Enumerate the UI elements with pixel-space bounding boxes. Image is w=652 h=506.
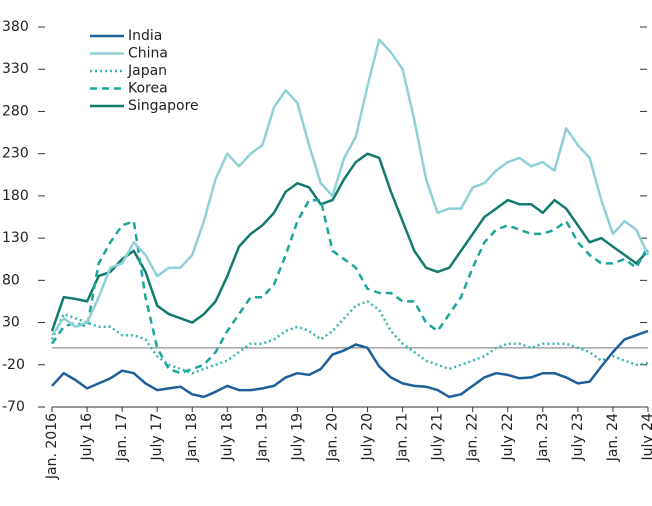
x-tick-label: July 22 [500, 413, 516, 461]
legend-label: India [128, 28, 162, 44]
series-line [51, 329, 649, 399]
x-tick-label: Jan. 17 [114, 413, 130, 462]
legend-label: China [128, 46, 168, 62]
x-tick-label: July 16 [79, 413, 95, 462]
y-tick-label: 230 [2, 146, 29, 162]
legend-label: Singapore [128, 98, 199, 114]
x-tick-label: Jan. 21 [395, 413, 411, 462]
y-tick-label: 30 [2, 315, 20, 331]
x-tick-label: July 19 [289, 413, 305, 461]
legend-label: Japan [127, 63, 167, 79]
y-tick-label: -20 [2, 357, 25, 373]
x-tick-label: Jan. 19 [254, 413, 270, 462]
x-tick-label: July 20 [360, 413, 376, 461]
y-tick-label: 380 [2, 19, 29, 35]
x-tick-label: Jan. 20 [324, 413, 340, 462]
x-tick-label: July 23 [570, 413, 586, 461]
series-line [50, 198, 650, 375]
series-line [50, 38, 650, 336]
x-tick-label: July 18 [219, 413, 235, 461]
x-tick-label: July 24 [640, 413, 652, 462]
legend-label: Korea [128, 81, 168, 97]
x-tick-label: July 21 [430, 413, 446, 461]
y-tick-label: 180 [2, 188, 29, 204]
x-tick-label: July 17 [149, 413, 165, 461]
x-tick-label: Jan. 24 [605, 413, 621, 462]
x-tick-label: Jan. 2016 [44, 413, 60, 480]
y-tick-label: 80 [2, 272, 20, 288]
x-tick-label: Jan. 23 [535, 413, 551, 462]
y-tick-label: 330 [2, 61, 29, 77]
series-line [50, 152, 649, 332]
y-tick-label: -70 [2, 399, 25, 415]
series-line [50, 300, 649, 375]
x-tick-label: Jan. 18 [184, 413, 200, 462]
y-tick-label: 280 [2, 103, 29, 119]
x-tick-label: Jan. 22 [465, 413, 481, 462]
y-tick-label: 130 [2, 230, 29, 246]
